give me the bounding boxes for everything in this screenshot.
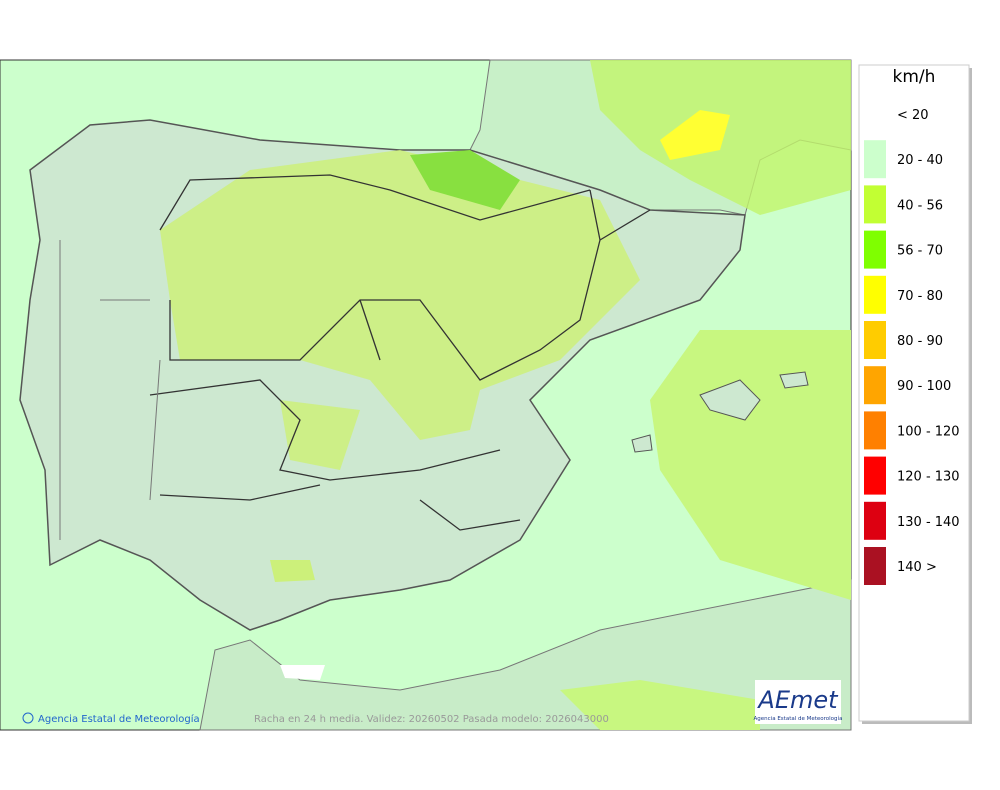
legend-label: < 20 (897, 108, 929, 123)
wind-zone (660, 110, 730, 160)
legend-swatch (864, 501, 886, 540)
logo-box (755, 680, 841, 724)
region-border (149, 174, 651, 531)
wind-zone (160, 150, 640, 440)
legend-label: 120 - 130 (897, 470, 960, 485)
copyright-icon (22, 712, 34, 724)
wind-zone (270, 560, 315, 582)
legend-label: 140 > (897, 560, 937, 575)
legend-swatch (864, 185, 886, 224)
legend-swatch (864, 321, 886, 359)
legend-label: 20 - 40 (897, 153, 943, 168)
calm-zone (280, 665, 325, 680)
legend-label: 130 - 140 (897, 515, 960, 530)
wind-zone (650, 330, 851, 600)
legend-swatch (864, 411, 886, 450)
legend-swatch (864, 275, 886, 314)
legend-unit: km/h (893, 67, 936, 87)
legend-swatch (864, 366, 886, 405)
credit: Agencia Estatal de Meteorología (38, 713, 200, 725)
balearic-islands (631, 371, 809, 453)
legend-swatch (864, 456, 886, 495)
legend-items: < 20 20 - 40 40 - 56 56 - 70 70 - 80 80 - 90 9… (864, 108, 960, 585)
logo-subtitle: Agencia Estatal de Meteorología (754, 715, 843, 722)
wind-zone (280, 400, 360, 470)
legend-swatch (864, 547, 886, 585)
wind-zone (410, 150, 520, 210)
border (59, 240, 161, 540)
legend-label: 56 - 70 (897, 244, 943, 259)
legend-swatch (864, 230, 886, 269)
legend-label: 40 - 56 (897, 198, 943, 213)
legend-label: 70 - 80 (897, 289, 943, 304)
caption: Racha en 24 h media. Validez: 20260502 P… (254, 714, 609, 725)
legend-label: 90 - 100 (897, 379, 951, 394)
legend-swatch (864, 140, 886, 179)
legend-label: 100 - 120 (897, 424, 960, 439)
logo-name: AEmet (756, 686, 839, 714)
wind-zone (560, 680, 760, 730)
legend-label: 80 - 90 (897, 334, 943, 349)
